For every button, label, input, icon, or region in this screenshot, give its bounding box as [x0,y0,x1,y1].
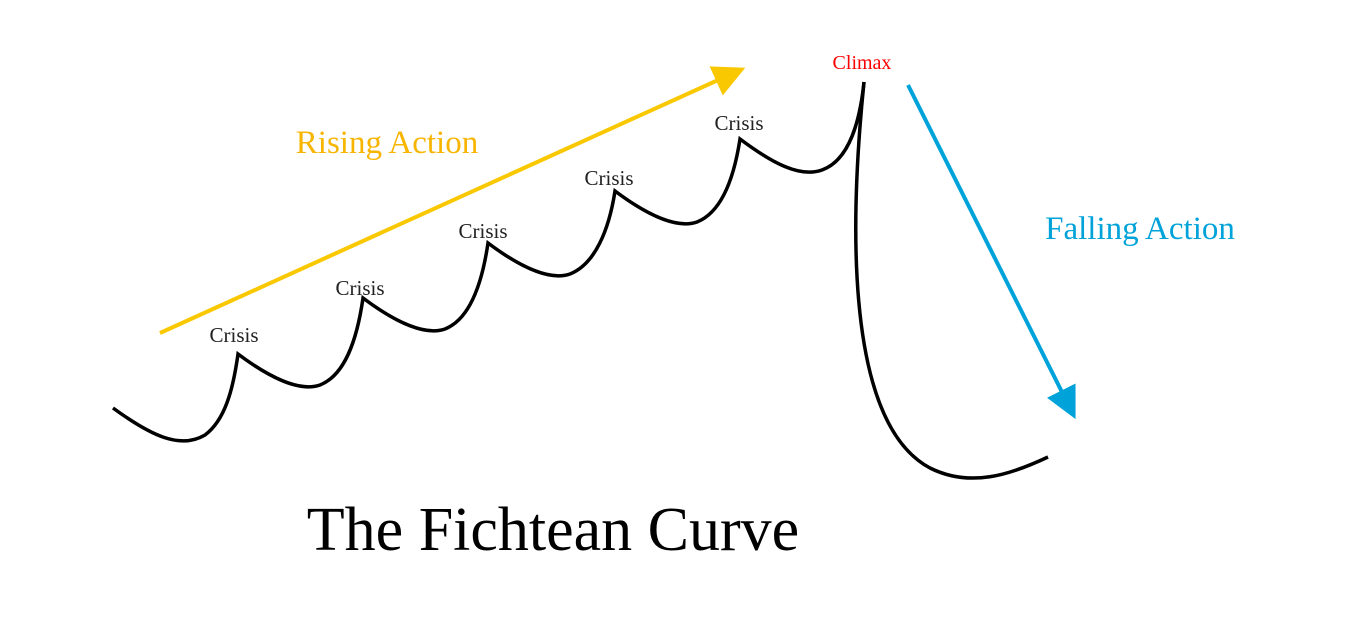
rising-action-arrow [159,66,746,335]
crisis-label-1: Crisis [209,323,258,347]
crisis-label-3: Crisis [458,219,507,243]
crisis-label-2: Crisis [335,276,384,300]
rising-action-label: Rising Action [296,125,478,161]
crisis-label-5: Crisis [714,111,763,135]
falling-curve [854,81,1049,480]
falling-action-arrow [906,84,1076,420]
rising-curve [111,81,866,443]
diagram-title: The Fichtean Curve [307,496,799,564]
falling-action-label: Falling Action [1045,211,1235,247]
crisis-label-4: Crisis [584,166,633,190]
climax-label: Climax [833,52,892,74]
